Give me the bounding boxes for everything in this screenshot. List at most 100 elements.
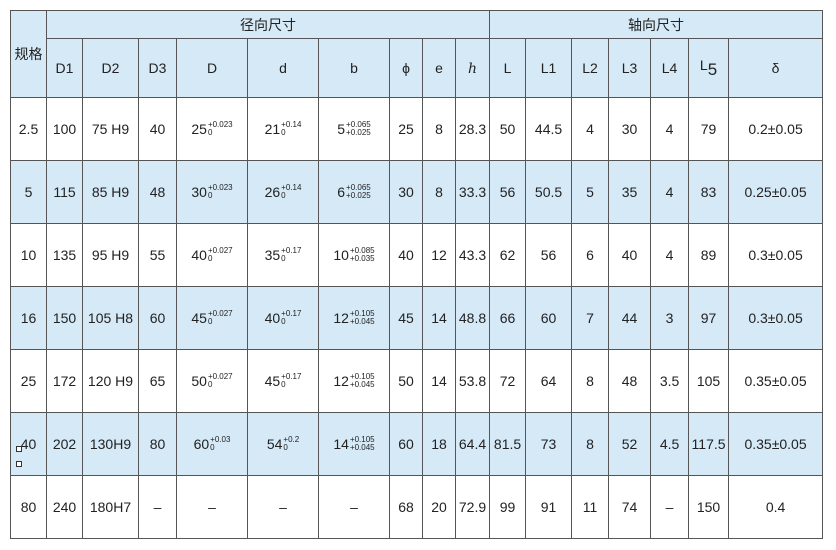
nominal-value: 12 bbox=[333, 373, 349, 389]
upper-tolerance: +0.027 bbox=[207, 246, 233, 255]
cell-delta: 0.3±0.05 bbox=[728, 286, 824, 350]
cell-d: – bbox=[176, 475, 248, 539]
nominal-value: 40 bbox=[191, 247, 207, 263]
cell-phi: 45 bbox=[389, 286, 423, 350]
cell-l2: 8 bbox=[571, 412, 610, 476]
column-label: h bbox=[468, 60, 478, 77]
lower-tolerance: 0 bbox=[281, 128, 286, 137]
cell-l: 72 bbox=[489, 349, 527, 413]
lower-tolerance: +0.045 bbox=[349, 443, 375, 452]
nominal-value: 10 bbox=[333, 247, 349, 263]
column-label: δ bbox=[771, 60, 780, 76]
cell-d1: 172 bbox=[46, 349, 83, 413]
cell-d: 25 +0.023 0 bbox=[176, 97, 248, 161]
column-header: h bbox=[454, 38, 491, 98]
cell-d: 40 +0.17 0 bbox=[247, 286, 319, 350]
cell-l2: 5 bbox=[571, 160, 610, 224]
upper-tolerance: +0.023 bbox=[207, 120, 233, 129]
column-label: D bbox=[206, 60, 218, 76]
cell-d1: 135 bbox=[46, 223, 83, 287]
cell-d3: 60 bbox=[138, 286, 177, 350]
upper-tolerance: +0.14 bbox=[281, 120, 302, 129]
cell-l5: 83 bbox=[688, 160, 730, 224]
cell-d3: – bbox=[138, 475, 177, 539]
cell-l2: 4 bbox=[571, 97, 610, 161]
cell-e: 8 bbox=[422, 97, 456, 161]
cell-l4: 4 bbox=[650, 160, 690, 224]
cell-l: 99 bbox=[489, 475, 527, 539]
column-label: D2 bbox=[101, 60, 120, 76]
cell-e: 14 bbox=[422, 286, 456, 350]
cell-l2: 11 bbox=[571, 475, 610, 539]
cell-d2: 75 H9 bbox=[82, 97, 139, 161]
cell-d: 26 +0.14 0 bbox=[247, 160, 319, 224]
cell-l1: 44.5 bbox=[525, 97, 573, 161]
cell-l4: 4.5 bbox=[650, 412, 690, 476]
column-header: D bbox=[176, 38, 248, 98]
cell-l5: 117.5 bbox=[688, 412, 730, 476]
upper-tolerance: +0.027 bbox=[207, 309, 233, 318]
column-header: e bbox=[422, 38, 456, 98]
cell-l1: 60 bbox=[525, 286, 573, 350]
cell-d2: 180H7 bbox=[82, 475, 139, 539]
cell-l2: 6 bbox=[571, 223, 610, 287]
lower-tolerance: +0.025 bbox=[346, 191, 371, 200]
lower-tolerance: 0 bbox=[207, 128, 213, 137]
cell-l1: 64 bbox=[525, 349, 573, 413]
cell-e: 8 bbox=[422, 160, 456, 224]
upper-tolerance: +0.105 bbox=[349, 309, 375, 318]
cell-l: 66 bbox=[489, 286, 527, 350]
lower-tolerance: 0 bbox=[281, 191, 286, 200]
nominal-value: 26 bbox=[264, 184, 281, 200]
cell-d: 40 +0.027 0 bbox=[176, 223, 248, 287]
lower-tolerance: +0.045 bbox=[349, 317, 375, 326]
upper-tolerance: +0.027 bbox=[207, 372, 233, 381]
marker-square bbox=[16, 461, 22, 467]
cell-l3: 30 bbox=[608, 97, 652, 161]
nominal-value: 45 bbox=[264, 373, 281, 389]
nominal-value: 6 bbox=[337, 184, 346, 200]
column-header: L3 bbox=[608, 38, 652, 98]
nominal-value: 50 bbox=[191, 373, 207, 389]
cell-d3: 48 bbox=[138, 160, 177, 224]
cell-h: 48.8 bbox=[454, 286, 491, 350]
cell-l3: 40 bbox=[608, 223, 652, 287]
cell-l2: 7 bbox=[571, 286, 610, 350]
cell-d: – bbox=[247, 475, 319, 539]
cell-delta: 0.35±0.05 bbox=[728, 349, 824, 413]
cell-b: 12 +0.105 +0.045 bbox=[318, 349, 390, 413]
cell-l3: 35 bbox=[608, 160, 652, 224]
cell-l4: 3.5 bbox=[650, 349, 690, 413]
lower-tolerance: 0 bbox=[207, 254, 213, 263]
header-spec: 规格 bbox=[10, 10, 47, 98]
cell-d: 30 +0.023 0 bbox=[176, 160, 248, 224]
cell-h: 64.4 bbox=[454, 412, 491, 476]
cell-l4: 4 bbox=[650, 223, 690, 287]
cell-d1: 150 bbox=[46, 286, 83, 350]
cell-h: 43.3 bbox=[454, 223, 491, 287]
cell-spec: 80 bbox=[10, 475, 47, 539]
upper-tolerance: +0.065 bbox=[346, 183, 371, 192]
upper-tolerance: +0.105 bbox=[349, 435, 375, 444]
lower-tolerance: +0.035 bbox=[349, 254, 375, 263]
header-axial: 轴向尺寸 bbox=[489, 10, 824, 39]
cell-l5: 105 bbox=[688, 349, 730, 413]
column-label: D3 bbox=[148, 60, 167, 76]
column-header: ϕ bbox=[389, 38, 423, 98]
column-header: b bbox=[318, 38, 390, 98]
cell-delta: 0.3±0.05 bbox=[728, 223, 824, 287]
cell-l: 56 bbox=[489, 160, 527, 224]
cell-e: 12 bbox=[422, 223, 456, 287]
cell-b: 6 +0.065 +0.025 bbox=[318, 160, 390, 224]
cell-h: 33.3 bbox=[454, 160, 491, 224]
cell-phi: 60 bbox=[389, 412, 423, 476]
column-label: e bbox=[435, 60, 443, 76]
cell-d2: 95 H9 bbox=[82, 223, 139, 287]
cell-spec: 25 bbox=[10, 349, 47, 413]
cell-delta: 0.2±0.05 bbox=[728, 97, 824, 161]
cell-e: 18 bbox=[422, 412, 456, 476]
lower-tolerance: 0 bbox=[281, 380, 286, 389]
cell-d1: 202 bbox=[46, 412, 83, 476]
nominal-value: 35 bbox=[264, 247, 281, 263]
